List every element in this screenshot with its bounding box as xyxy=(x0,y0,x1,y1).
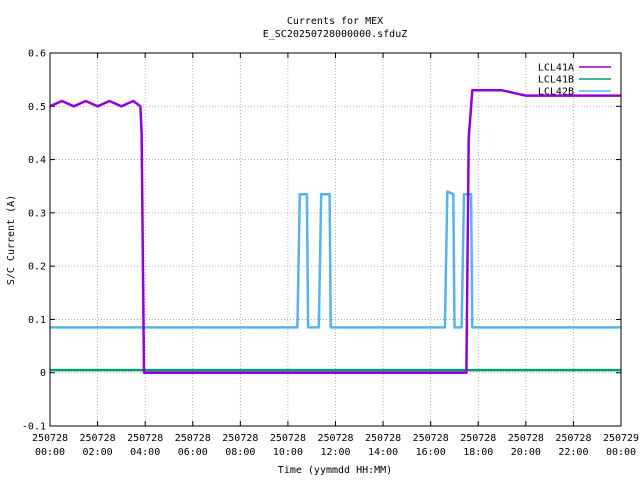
series-lines xyxy=(49,89,621,374)
x-tick-date-label: 250728 xyxy=(175,433,211,444)
x-tick-date-label: 250728 xyxy=(80,433,116,444)
x-tick-time-label: 02:00 xyxy=(83,447,113,458)
chart-subtitle: E_SC20250728000000.sfduZ xyxy=(263,29,408,40)
x-tick-time-label: 12:00 xyxy=(320,447,350,458)
series-line-lcl41a xyxy=(49,89,621,374)
y-axis-label: S/C Current (A) xyxy=(6,195,17,285)
x-tick-date-label: 250728 xyxy=(555,433,591,444)
y-tick-label: -0.1 xyxy=(22,422,46,433)
x-tick-time-label: 00:00 xyxy=(606,447,636,458)
x-tick-date-label: 250729 xyxy=(603,433,639,444)
x-tick-time-label: 20:00 xyxy=(511,447,541,458)
y-tick-label: 0.3 xyxy=(28,208,46,219)
x-tick-date-label: 250728 xyxy=(413,433,449,444)
x-tick-date-label: 250728 xyxy=(270,433,306,444)
x-tick-time-label: 00:00 xyxy=(35,447,65,458)
x-tick-date-label: 250728 xyxy=(32,433,68,444)
x-tick-time-label: 08:00 xyxy=(225,447,255,458)
y-tick-label: 0.5 xyxy=(28,102,46,113)
x-tick-date-label: 250728 xyxy=(365,433,401,444)
plot-area-border xyxy=(49,52,622,427)
y-axis-ticks: -0.1 0 0.1 0.2 0.3 0.4 0.5 0.6 xyxy=(22,49,621,433)
x-tick-time-label: 22:00 xyxy=(558,447,588,458)
x-tick-date-label: 250728 xyxy=(127,433,163,444)
legend-label-lcl41a: LCL41A xyxy=(538,63,574,74)
x-tick-date-label: 250728 xyxy=(317,433,353,444)
x-tick-date-label: 250728 xyxy=(460,433,496,444)
y-tick-label: 0 xyxy=(40,368,46,379)
series-line-lcl42b xyxy=(50,190,621,329)
chart-title: Currents for MEX xyxy=(287,16,383,27)
legend-label-lcl42b: LCL42B xyxy=(538,87,574,98)
x-tick-time-label: 14:00 xyxy=(368,447,398,458)
x-axis-ticks: 250728 00:00 250728 02:00 250728 04:00 250728 0… xyxy=(32,53,639,458)
x-tick-date-label: 250728 xyxy=(222,433,258,444)
x-tick-date-label: 250728 xyxy=(508,433,544,444)
x-tick-time-label: 10:00 xyxy=(273,447,303,458)
y-tick-label: 0.6 xyxy=(28,49,46,60)
x-tick-time-label: 16:00 xyxy=(416,447,446,458)
x-tick-time-label: 18:00 xyxy=(463,447,493,458)
legend-label-lcl41b: LCL41B xyxy=(538,75,574,86)
x-axis-label: Time (yymmdd HH:MM) xyxy=(278,465,392,476)
x-tick-time-label: 06:00 xyxy=(178,447,208,458)
y-tick-label: 0.4 xyxy=(28,155,46,166)
x-tick-time-label: 04:00 xyxy=(130,447,160,458)
y-tick-label: 0.1 xyxy=(28,315,46,326)
y-tick-label: 0.2 xyxy=(28,262,46,273)
